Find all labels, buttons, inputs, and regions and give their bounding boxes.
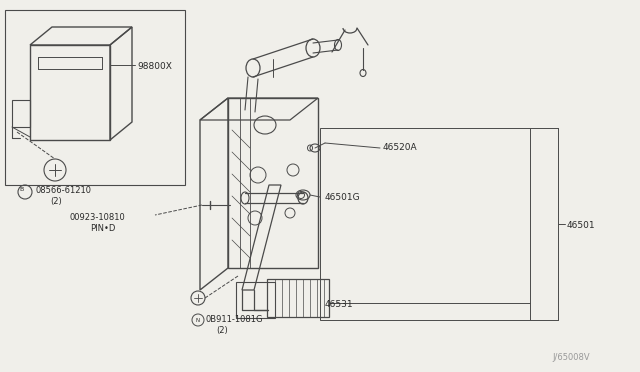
Text: (2): (2) xyxy=(50,197,61,206)
Text: B: B xyxy=(20,186,24,192)
Text: 46531: 46531 xyxy=(325,300,354,309)
Text: PIN•D: PIN•D xyxy=(90,224,115,233)
Text: 00923-10810: 00923-10810 xyxy=(70,213,125,222)
Text: 46501G: 46501G xyxy=(325,193,360,202)
Text: 46501: 46501 xyxy=(567,221,596,230)
Text: 0B911-1081G: 0B911-1081G xyxy=(206,315,264,324)
Text: J/65008V: J/65008V xyxy=(552,353,590,362)
Text: 46520A: 46520A xyxy=(383,143,418,152)
Text: N: N xyxy=(196,317,200,323)
Text: 08566-61210: 08566-61210 xyxy=(35,186,91,195)
Text: 98800X: 98800X xyxy=(137,62,172,71)
Text: (2): (2) xyxy=(216,326,228,335)
